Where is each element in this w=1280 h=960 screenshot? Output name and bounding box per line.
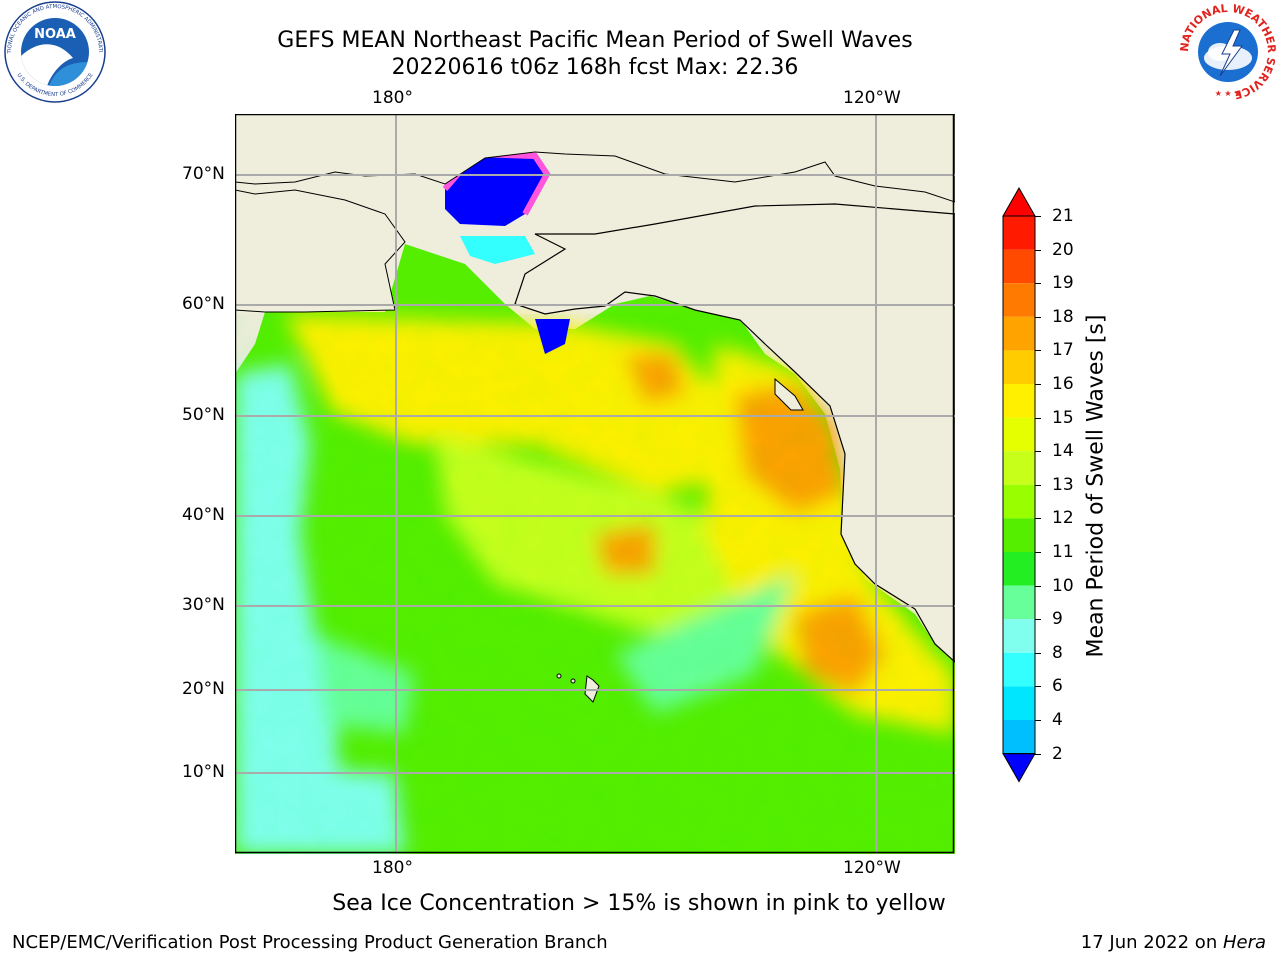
chart-subtitle: 20220616 t06z 168h fcst Max: 22.36: [391, 55, 799, 80]
map-graticule: [235, 114, 955, 854]
colorbar-tick-label: 13: [1052, 474, 1074, 495]
colorbar-tick-mark: [1035, 249, 1041, 251]
colorbar-tick-mark: [1035, 484, 1041, 486]
colorbar-tick-label: 20: [1052, 239, 1074, 260]
colorbar-tick-mark: [1035, 686, 1041, 688]
colorbar-segment: [1003, 720, 1035, 754]
colorbar-tick-label: 18: [1052, 306, 1074, 327]
colorbar-tick-label: 10: [1052, 575, 1074, 596]
lat-label-70n: 70°N: [182, 164, 225, 184]
top-lon-label-180: 180°: [372, 88, 413, 108]
lat-label-40n: 40°N: [182, 505, 225, 525]
colorbar-tick-mark: [1035, 753, 1041, 755]
colorbar-tick-mark: [1035, 451, 1041, 453]
footer-host: Hera: [1222, 932, 1266, 953]
sea-ice-caption: Sea Ice Concentration > 15% is shown in …: [332, 891, 946, 916]
colorbar-tick-mark: [1035, 720, 1041, 721]
colorbar-over-triangle: [1002, 186, 1036, 217]
colorbar-segment: [1003, 619, 1035, 653]
colorbar: [1002, 186, 1036, 783]
colorbar-tick-label: 8: [1052, 642, 1063, 663]
swell-period-map: [235, 114, 955, 854]
svg-text:★ ★ ★: ★ ★ ★: [1215, 89, 1242, 98]
colorbar-label: Mean Period of Swell Waves [s]: [1083, 314, 1109, 658]
footer-branch: NCEP/EMC/Verification Post Processing Pr…: [12, 932, 608, 953]
colorbar-tick-label: 16: [1052, 374, 1074, 394]
colorbar-segment: [1003, 451, 1035, 485]
chart-title: GEFS MEAN Northeast Pacific Mean Period …: [277, 28, 913, 53]
colorbar-tick-label: 11: [1052, 542, 1074, 562]
colorbar-segment: [1003, 518, 1035, 552]
colorbar-tick-label: 21: [1052, 206, 1074, 226]
colorbar-tick-label: 14: [1052, 441, 1074, 462]
lat-label-20n: 20°N: [182, 679, 225, 699]
top-lon-label-120w: 120°W: [843, 88, 901, 108]
colorbar-tick-mark: [1035, 417, 1041, 419]
colorbar-segment: [1003, 585, 1035, 620]
lat-label-50n: 50°N: [182, 405, 225, 425]
colorbar-segment: [1003, 316, 1035, 351]
colorbar-tick-mark: [1035, 552, 1041, 553]
bottom-lon-label-120w: 120°W: [843, 858, 901, 878]
noaa-logo: NATIONAL OCEANIC AND ATMOSPHERIC ADMINIS…: [3, 0, 106, 103]
colorbar-segment: [1003, 417, 1035, 452]
colorbar-tick-mark: [1035, 384, 1041, 385]
noaa-logo-text: NOAA: [34, 27, 76, 42]
colorbar-tick-mark: [1035, 283, 1041, 285]
colorbar-segment: [1003, 283, 1035, 317]
colorbar-segment: [1003, 484, 1035, 519]
colorbar-segment: [1003, 249, 1035, 284]
colorbar-tick-label: 2: [1052, 743, 1063, 764]
colorbar-segment: [1003, 652, 1035, 687]
footer-date-text: 17 Jun 2022 on: [1080, 932, 1223, 953]
colorbar-segment: [1003, 384, 1035, 418]
colorbar-tick-label: 12: [1052, 508, 1074, 529]
colorbar-tick-label: 6: [1052, 676, 1063, 697]
colorbar-tick-label: 15: [1052, 407, 1074, 428]
colorbar-tick-mark: [1035, 518, 1041, 520]
colorbar-segment: [1003, 350, 1035, 384]
colorbar-under-triangle: [1002, 753, 1036, 783]
nws-logo: NATIONAL WEATHER SERVICE ★ ★ ★: [1178, 2, 1278, 102]
colorbar-tick-mark: [1035, 350, 1041, 352]
colorbar-tick-mark: [1035, 216, 1041, 217]
map-frame: [235, 114, 955, 854]
lat-label-60n: 60°N: [182, 294, 225, 314]
colorbar-tick-label: 4: [1052, 710, 1063, 730]
lat-label-30n: 30°N: [182, 595, 225, 615]
colorbar-tick-mark: [1035, 585, 1041, 587]
colorbar-tick-label: 19: [1052, 273, 1074, 294]
colorbar-segment: [1003, 552, 1035, 586]
colorbar-tick-label: 17: [1052, 340, 1074, 361]
colorbar-segment: [1003, 216, 1035, 250]
colorbar-tick-mark: [1035, 619, 1041, 621]
colorbar-segment: [1003, 686, 1035, 720]
colorbar-tick-label: 9: [1052, 609, 1063, 630]
colorbar-tick-mark: [1035, 652, 1041, 654]
colorbar-tick-mark: [1035, 316, 1041, 318]
bottom-lon-label-180: 180°: [372, 858, 413, 878]
lat-label-10n: 10°N: [182, 762, 225, 782]
footer-date: 17 Jun 2022 on Hera: [1081, 932, 1266, 953]
